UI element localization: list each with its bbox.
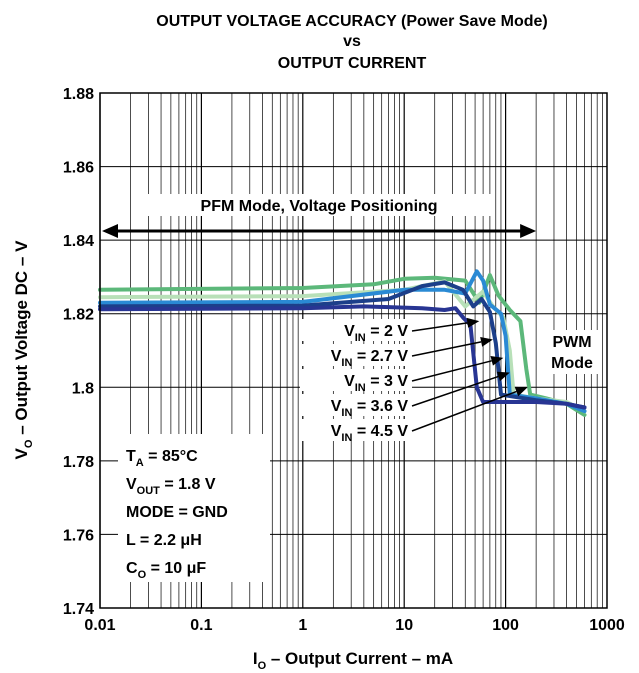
pfm-mode-label: PFM Mode, Voltage Positioning [201, 198, 438, 215]
chart-title: OUTPUT VOLTAGE ACCURACY (Power Save Mode… [156, 13, 547, 72]
series-group [98, 269, 587, 417]
condition-line: VOUT = 1.8 V [126, 476, 216, 497]
pfm-arrow-head-left [102, 223, 118, 238]
y-tick-label: 1.78 [63, 454, 94, 471]
vin-label-bg [300, 344, 412, 366]
x-tick-label: 0.01 [84, 617, 115, 634]
series-line [98, 273, 587, 417]
plot-frame [99, 92, 608, 609]
condition-line: L = 2.2 μH [126, 532, 202, 549]
vin-label: VIN = 2.7 V [331, 348, 409, 369]
condition-line: TA = 85°C [126, 448, 198, 469]
grid [99, 92, 607, 609]
vin-label: VIN = 3 V [344, 373, 408, 394]
x-tick-label: 0.1 [190, 617, 212, 634]
annotations: PFM Mode, Voltage Positioning PWM Mode VIN … [102, 194, 600, 582]
vin-arrow-line [411, 375, 499, 407]
series-line [98, 280, 587, 410]
vin-label-bg [300, 369, 412, 391]
vin-arrow-line [411, 360, 492, 382]
y-tick-label: 1.8 [72, 380, 94, 397]
pfm-arrow-head-right [520, 223, 537, 238]
title-line-2: vs [343, 33, 361, 50]
y-tick-label: 1.88 [63, 86, 94, 103]
vin-arrow-head [514, 386, 528, 397]
y-tick-label: 1.84 [63, 233, 94, 250]
x-axis-label: IO – Output Current – mA [253, 649, 453, 672]
y-tick-label: 1.74 [63, 601, 94, 618]
vin-label-bg [300, 319, 412, 341]
y-tick-label: 1.86 [63, 160, 94, 177]
y-tick-label: 1.76 [63, 527, 94, 544]
pwm-mode-label: Mode [551, 355, 593, 372]
vin-arrow-head [496, 371, 510, 382]
vin-label: VIN = 3.6 V [331, 398, 409, 419]
title-line-1: OUTPUT VOLTAGE ACCURACY (Power Save Mode… [156, 13, 547, 30]
y-axis-label: VO – Output Voltage DC – V [12, 240, 35, 460]
vin-label-bg [300, 419, 412, 441]
vin-arrow-head [490, 355, 504, 366]
pwm-mode-label: PWM [552, 334, 591, 351]
condition-line: CO = 10 μF [126, 560, 206, 581]
vin-arrow-line [411, 341, 482, 357]
x-tick-label: 1 [298, 617, 307, 634]
y-tick-label: 1.82 [63, 307, 94, 324]
vin-arrow-head [480, 336, 493, 347]
x-tick-labels: 0.01 0.1 1 10 100 1000 [84, 617, 624, 634]
pfm-label-bg [146, 194, 493, 216]
series-line [98, 304, 587, 410]
vin-label-bg [300, 394, 412, 416]
x-tick-label: 1000 [589, 617, 625, 634]
vin-arrow-line [411, 322, 468, 332]
pwm-label-bg [544, 330, 600, 374]
condition-line: MODE = GND [126, 504, 228, 521]
vin-label: VIN = 2 V [344, 323, 408, 344]
vin-arrow-line [411, 390, 517, 432]
x-tick-label: 10 [395, 617, 413, 634]
vin-arrow-head [466, 317, 480, 328]
x-tick-label: 100 [492, 617, 519, 634]
conditions-bg [118, 434, 270, 582]
vin-label: VIN = 4.5 V [331, 423, 409, 444]
y-tick-labels: 1.74 1.76 1.78 1.8 1.82 1.84 1.86 1.88 [63, 86, 94, 618]
title-line-3: OUTPUT CURRENT [278, 55, 427, 72]
